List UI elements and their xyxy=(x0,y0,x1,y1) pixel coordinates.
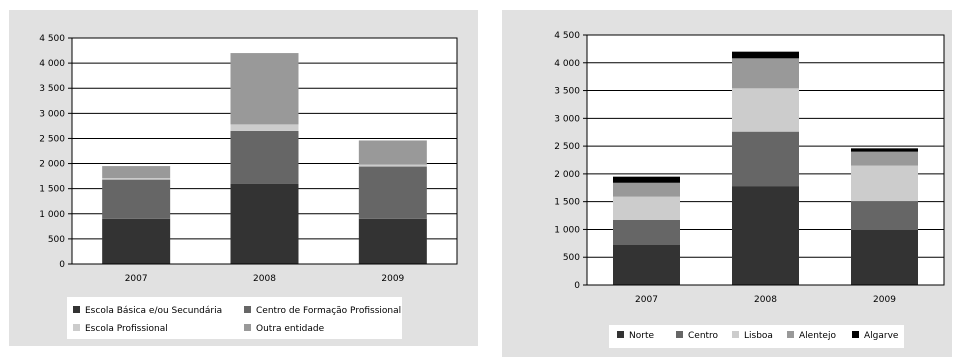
legend-label: Escola Básica e/ou Secundária xyxy=(85,306,222,316)
x-tick-label: 2007 xyxy=(125,274,148,284)
bar-segment xyxy=(732,186,799,285)
x-tick-label: 2009 xyxy=(381,274,404,284)
bar-segment xyxy=(732,88,799,132)
legend-swatch xyxy=(244,324,251,331)
bar-segment xyxy=(358,218,427,264)
y-tick-label: 500 xyxy=(563,253,580,263)
y-tick-label: 4 500 xyxy=(554,31,580,41)
stacked-bar-chart-by-entity: 0 500 1 000 1 500 2 000 2 500 3 000 3 500 4 000 4… xyxy=(39,34,458,339)
y-tick-label: 4 500 xyxy=(39,34,65,44)
y-tick-label: 3 500 xyxy=(39,84,65,94)
y-tick-label: 2 500 xyxy=(554,142,580,152)
legend-swatch xyxy=(787,331,794,338)
bar-segment xyxy=(230,130,299,184)
bar-segment xyxy=(613,220,680,245)
legend-label: Algarve xyxy=(864,331,899,341)
y-tick-label: 3 500 xyxy=(554,87,580,97)
legend-label: Centro xyxy=(688,331,719,341)
y-tick-label: 0 xyxy=(574,281,580,291)
legend-label: Lisboa xyxy=(744,331,773,341)
legend-swatch xyxy=(732,331,739,338)
y-tick-label: 3 000 xyxy=(554,114,580,124)
legend-label: Centro de Formação Profissional xyxy=(256,306,401,316)
bar-segment xyxy=(358,166,427,219)
bar-segment xyxy=(230,53,299,125)
y-tick-label: 1 500 xyxy=(39,185,65,195)
x-tick-label: 2008 xyxy=(253,274,276,284)
chart-panel-right: 0 500 1 000 1 500 2 000 2 500 3 000 3 500 4 000 4… xyxy=(502,10,952,357)
y-tick-label: 2 000 xyxy=(39,160,65,170)
bar-segment xyxy=(102,178,171,180)
legend-swatch xyxy=(244,306,251,313)
bar-segment xyxy=(102,218,171,264)
y-tick-label: 1 000 xyxy=(39,210,65,220)
y-tick-label: 3 000 xyxy=(39,109,65,119)
bar-segment xyxy=(851,165,918,202)
y-tick-label: 500 xyxy=(48,235,65,245)
bar-segment xyxy=(613,196,680,220)
bar-segment xyxy=(102,166,171,179)
x-tick-label: 2009 xyxy=(873,295,896,305)
legend-swatch xyxy=(73,306,80,313)
bar-segment xyxy=(732,58,799,89)
plot-border xyxy=(71,37,458,265)
bar-segment xyxy=(358,140,427,165)
bar-segment xyxy=(851,230,918,285)
chart-panel-left: 0 500 1 000 1 500 2 000 2 500 3 000 3 500 4 000 4… xyxy=(9,10,478,346)
legend-swatch xyxy=(73,324,80,331)
bar-segment xyxy=(230,124,299,131)
y-tick-label: 0 xyxy=(59,260,65,270)
x-tick-label: 2008 xyxy=(754,295,777,305)
legend-box xyxy=(609,325,904,348)
y-tick-label: 2 000 xyxy=(554,170,580,180)
bar-segment xyxy=(851,148,918,152)
bar-segment xyxy=(230,183,299,264)
bar-segment xyxy=(613,182,680,197)
legend-label: Alentejo xyxy=(799,331,836,341)
y-tick-label: 2 500 xyxy=(39,134,65,144)
legend-box xyxy=(67,297,402,339)
bar-segment xyxy=(102,179,171,219)
bar-segment xyxy=(613,245,680,285)
legend-swatch xyxy=(676,331,683,338)
bar-segment xyxy=(613,176,680,183)
x-tick-label: 2007 xyxy=(635,295,658,305)
y-tick-label: 4 000 xyxy=(554,59,580,69)
plot-border xyxy=(586,34,945,286)
legend-swatch xyxy=(617,331,624,338)
y-tick-label: 1 500 xyxy=(554,198,580,208)
legend-label: Outra entidade xyxy=(256,324,325,334)
bar-segment xyxy=(851,201,918,230)
stacked-bar-chart-by-region: 0 500 1 000 1 500 2 000 2 500 3 000 3 500 4 000 4… xyxy=(554,31,945,348)
legend-label: Norte xyxy=(629,331,654,341)
bar-segment xyxy=(851,151,918,166)
y-tick-label: 1 000 xyxy=(554,225,580,235)
bar-segment xyxy=(358,164,427,167)
legend-swatch xyxy=(852,331,859,338)
y-tick-label: 4 000 xyxy=(39,59,65,69)
bar-segment xyxy=(732,131,799,187)
bar-segment xyxy=(732,51,799,59)
legend-label: Escola Profissional xyxy=(85,324,168,334)
